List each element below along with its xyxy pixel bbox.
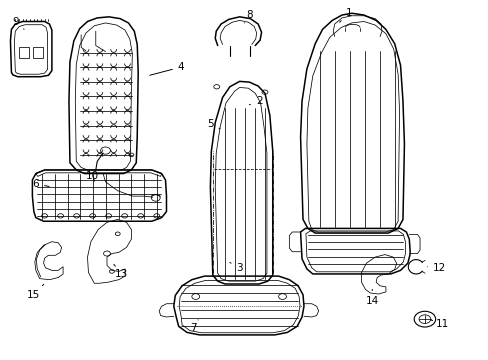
Text: 9: 9 <box>12 17 24 30</box>
Text: 10: 10 <box>85 171 99 181</box>
Text: 2: 2 <box>249 96 262 106</box>
Bar <box>33 46 42 58</box>
Text: 13: 13 <box>114 264 128 279</box>
Text: 14: 14 <box>365 289 378 306</box>
Text: 8: 8 <box>244 10 252 23</box>
Text: 5: 5 <box>206 120 220 129</box>
Text: 15: 15 <box>27 284 43 301</box>
Text: 1: 1 <box>339 8 352 22</box>
Text: 11: 11 <box>430 319 447 329</box>
Text: 4: 4 <box>149 62 184 75</box>
Text: 3: 3 <box>229 262 243 273</box>
Bar <box>19 46 29 58</box>
Text: 6: 6 <box>32 179 49 189</box>
Text: 7: 7 <box>190 320 198 333</box>
Text: 12: 12 <box>427 263 445 273</box>
